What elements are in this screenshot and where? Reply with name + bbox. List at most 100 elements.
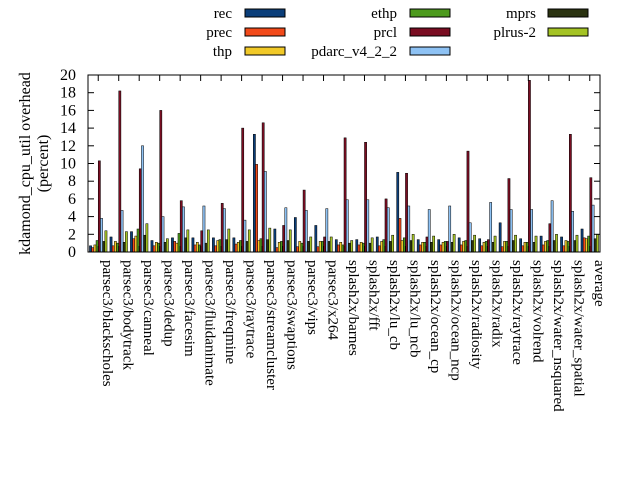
bar-thp-splash2x-fft (359, 242, 363, 253)
bar-mprs-parsec3-streamcluster (266, 239, 269, 253)
bar-prec-parsec3-bodytrack (111, 245, 115, 253)
x-tick-label-parsec3-dedup: parsec3/dedup (161, 260, 177, 347)
x-tick-label-parsec3-fluidanimate: parsec3/fluidanimate (202, 260, 218, 386)
bar-thp-parsec3-facesim (175, 242, 179, 253)
x-tick-label-splash2x-water-nsquared: splash2x/water_nsquared (550, 260, 566, 412)
bar-plrus-2-splash2x-lu-cb (391, 234, 395, 253)
bar-prcl-parsec3-facesim (179, 200, 183, 253)
bar-rec-splash2x-ocean-ncp (437, 239, 441, 253)
legend-swatch-plrus-2 (547, 27, 589, 37)
bar-pdarc-v4-2-2-parsec3-swaptions (284, 207, 288, 253)
bar-prcl-average (589, 177, 593, 253)
bar-prec-parsec3-dedup (152, 245, 156, 253)
bar-mprs-parsec3-raytrace (245, 241, 249, 253)
bar-prec-parsec3-streamcluster (255, 164, 258, 253)
bar-pdarc-v4-2-2-splash2x-lu-ncb (407, 205, 411, 253)
bar-rec-parsec3-facesim (171, 237, 174, 253)
bar-plrus-2-parsec3-streamcluster (268, 227, 272, 253)
bar-pdarc-v4-2-2-parsec3-fluidanimate (202, 205, 206, 253)
bar-prcl-parsec3-blackscholes (97, 160, 101, 253)
x-tick-label-parsec3-bodytrack: parsec3/bodytrack (120, 260, 136, 370)
bar-rec-parsec3-bodytrack (109, 236, 113, 253)
legend-label-plrus-2: plrus-2 (494, 25, 537, 41)
y-tick-label: 2 (68, 226, 76, 243)
bar-pdarc-v4-2-2-splash2x-water-spatial (571, 211, 574, 253)
bar-prec-splash2x-ocean-ncp (439, 244, 443, 253)
legend-swatch-mprs (547, 8, 589, 18)
bar-mprs-average (593, 238, 597, 253)
bar-mprs-parsec3-canneal (143, 234, 147, 253)
bar-thp-parsec3-fluidanimate (195, 242, 199, 253)
bar-prec-splash2x-radix (480, 245, 484, 253)
bar-prec-average (582, 237, 586, 253)
y-axis-label-line1: kdamond_cpu_util overhead (17, 72, 34, 255)
bar-mprs-parsec3-facesim (184, 237, 188, 253)
bar-plrus-2-parsec3-swaptions (288, 229, 292, 253)
y-tick-label: 0 (68, 244, 76, 261)
bar-prcl-parsec3-canneal (138, 168, 142, 253)
bar-thp-splash2x-water-spatial (564, 240, 568, 253)
bar-prcl-splash2x-lu-cb (384, 198, 388, 253)
legend-swatch-pdarc-v4-2-2 (409, 46, 451, 56)
bar-thp-splash2x-ocean-ncp (441, 242, 445, 253)
bar-thp-parsec3-x264 (318, 241, 322, 253)
bar-mprs-parsec3-fluidanimate (204, 242, 208, 253)
x-tick-label-parsec3-streamcluster: parsec3/streamcluster (263, 260, 279, 390)
x-tick-label-splash2x-fft: splash2x/fft (365, 260, 381, 331)
bar-plrus-2-parsec3-freqmine (227, 228, 231, 253)
bar-pdarc-v4-2-2-parsec3-bodytrack (120, 210, 124, 253)
legend-swatch-thp (244, 46, 286, 56)
bar-pdarc-v4-2-2-splash2x-ocean-ncp (448, 205, 452, 253)
bar-mprs-splash2x-radiosity (471, 240, 474, 253)
bar-plrus-2-splash2x-raytrace (514, 234, 517, 253)
bar-pdarc-v4-2-2-splash2x-fft (366, 199, 370, 253)
x-tick-label-parsec3-facesim: parsec3/facesim (181, 260, 197, 357)
bar-prec-parsec3-facesim (173, 241, 177, 253)
bar-rec-splash2x-lu-cb (375, 236, 379, 253)
legend-swatch-prec (244, 27, 286, 37)
bar-plrus-2-parsec3-x264 (329, 236, 333, 253)
bar-pdarc-v4-2-2-parsec3-blackscholes (100, 218, 103, 253)
bar-mprs-splash2x-lu-cb (389, 241, 392, 253)
bar-mprs-splash2x-lu-ncb (409, 240, 413, 253)
bar-rec-parsec3-streamcluster (253, 134, 256, 253)
bar-pdarc-v4-2-2-splash2x-raytrace (509, 209, 513, 253)
x-axis: parsec3/blackscholes parsec3/bodytrack par… (97, 75, 607, 412)
bar-prec-parsec3-canneal (132, 238, 136, 253)
bar-thp-parsec3-freqmine (216, 240, 220, 253)
bar-prec-splash2x-ocean-cp (419, 244, 422, 253)
bar-mprs-splash2x-fft (368, 242, 372, 253)
bar-thp-parsec3-swaptions (277, 242, 281, 253)
bar-plrus-2-splash2x-lu-ncb (411, 234, 415, 253)
x-tick-label-splash2x-radiosity: splash2x/radiosity (468, 260, 484, 370)
bar-pdarc-v4-2-2-average (591, 204, 595, 253)
bar-prec-splash2x-volrend (521, 245, 525, 253)
bar-prec-parsec3-blackscholes (91, 247, 95, 253)
bar-plrus-2-splash2x-ocean-cp (432, 235, 435, 253)
bar-prcl-parsec3-dedup (159, 110, 163, 253)
y-tick-label: 20 (60, 67, 76, 84)
legend-swatch-ethp (409, 8, 451, 18)
bar-prec-parsec3-x264 (316, 246, 320, 253)
y-tick-label: 18 (60, 85, 76, 102)
bar-pdarc-v4-2-2-parsec3-dedup (161, 216, 165, 253)
bar-thp-splash2x-volrend (523, 242, 527, 253)
bar-pdarc-v4-2-2-splash2x-ocean-cp (427, 209, 431, 253)
bar-pdarc-v4-2-2-parsec3-x264 (325, 208, 329, 253)
x-tick-label-parsec3-swaptions: parsec3/swaptions (284, 260, 300, 370)
x-tick-label-splash2x-radix: splash2x/radix (488, 260, 504, 348)
legend-label-thp: thp (213, 44, 232, 60)
x-tick-label-splash2x-lu-ncb: splash2x/lu_ncb (406, 260, 422, 358)
bar-thp-parsec3-bodytrack (114, 241, 117, 253)
bar-mprs-parsec3-freqmine (225, 239, 228, 253)
bar-rec-splash2x-water-spatial (560, 236, 563, 253)
bar-pdarc-v4-2-2-splash2x-lu-cb (386, 207, 390, 253)
bar-plrus-2-parsec3-raytrace (247, 229, 251, 253)
bar-pdarc-v4-2-2-parsec3-raytrace (243, 219, 247, 253)
x-tick-label-splash2x-lu-cb: splash2x/lu_cb (386, 260, 402, 350)
bar-thp-splash2x-lu-ncb (400, 240, 404, 253)
y-tick-label: 6 (68, 191, 76, 208)
bar-pdarc-v4-2-2-parsec3-streamcluster (264, 171, 267, 253)
bar-pdarc-v4-2-2-parsec3-facesim (182, 206, 185, 253)
